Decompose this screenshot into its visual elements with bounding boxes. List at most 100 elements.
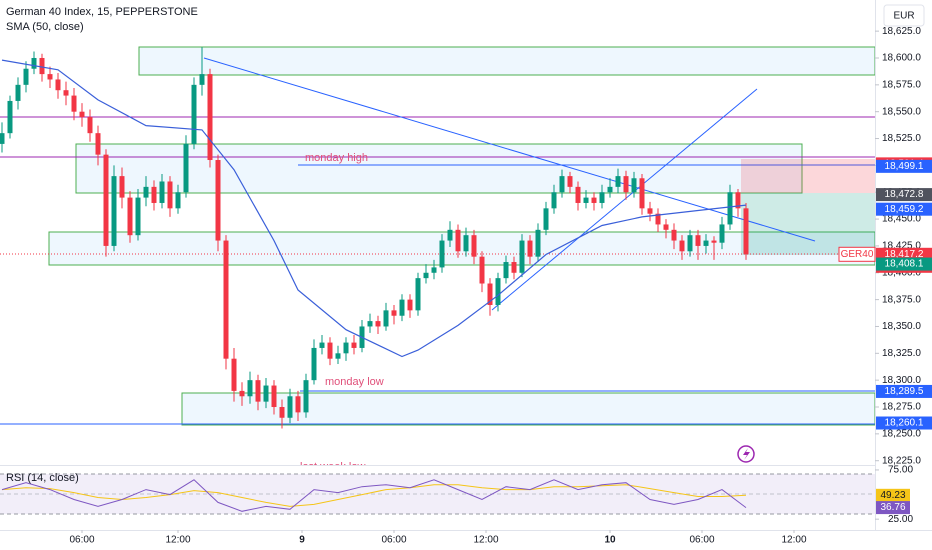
price-label-box	[876, 159, 932, 173]
candle-body	[519, 240, 525, 273]
candle-body	[727, 192, 733, 225]
candle-body	[311, 347, 317, 381]
x-tick-label: 06:00	[689, 535, 714, 546]
currency[interactable]: EUR	[893, 11, 914, 22]
candle-body	[71, 95, 77, 112]
symbol-box	[838, 246, 876, 262]
price-label-box	[876, 257, 932, 271]
candle-body	[47, 74, 53, 80]
rsi-tick-label: 25.00	[888, 514, 913, 525]
price-label: 18,472.8	[885, 189, 924, 200]
currency-box[interactable]	[883, 4, 925, 27]
annotation: monday low	[325, 376, 384, 388]
rsi-line	[1, 479, 747, 512]
price-label-box	[876, 202, 932, 216]
candle-body	[255, 380, 261, 402]
candle-body	[287, 396, 293, 418]
event-icon[interactable]	[737, 445, 755, 463]
x-tick-label: 9	[299, 535, 305, 546]
x-tick-label: 12:00	[165, 535, 190, 546]
candle-body	[431, 267, 437, 273]
candle-body	[39, 57, 45, 75]
candle-body	[407, 299, 413, 311]
drawings	[0, 46, 875, 426]
target-zone	[741, 193, 875, 255]
candle-body	[663, 224, 669, 230]
candle-body	[423, 272, 429, 279]
candle-body	[543, 208, 549, 230]
rsi-label: 49.23	[880, 490, 905, 501]
rsi-label: 36.76	[880, 502, 905, 513]
candle-body	[55, 79, 61, 91]
candle-body	[151, 186, 157, 203]
y-tick-label: 18,350.0	[882, 321, 921, 332]
event-icon-bolt	[743, 448, 750, 460]
candle-body	[23, 68, 29, 85]
candle-body	[383, 310, 389, 327]
rsi-ma-line	[1, 484, 747, 507]
candle-body	[535, 229, 541, 257]
candle-body	[503, 262, 509, 279]
annotation: monday high	[305, 152, 368, 164]
candle-body	[463, 235, 469, 252]
candle-body	[183, 143, 189, 193]
candle-body	[319, 342, 325, 348]
sma-line	[1, 59, 747, 358]
candle-body	[111, 176, 117, 246]
candle-body	[399, 299, 405, 316]
price-label: 18,408.1	[885, 259, 924, 270]
stop-zone	[741, 159, 875, 193]
candle-body	[415, 278, 421, 311]
price-label-box	[876, 416, 932, 430]
price-axis	[875, 0, 932, 550]
y-tick-label: 18,450.0	[882, 214, 921, 225]
candle-body	[735, 192, 741, 209]
candle-body	[695, 235, 701, 246]
candle-body	[167, 181, 173, 209]
candle-body	[127, 197, 133, 236]
y-tick-label: 18,225.0	[882, 455, 921, 466]
candle-body	[223, 240, 229, 359]
candle-body	[471, 235, 477, 257]
candle-body	[711, 240, 717, 243]
candle-body	[511, 262, 517, 273]
rsi-lines	[1, 479, 747, 512]
candle-body	[639, 178, 645, 209]
candle-body	[679, 240, 685, 252]
candle-body	[351, 342, 357, 348]
y-tick-label: 18,525.0	[882, 133, 921, 144]
x-tick-label: 06:00	[381, 535, 406, 546]
candle-body	[559, 176, 565, 193]
candle-body	[0, 133, 5, 144]
candle-body	[95, 133, 101, 155]
price-label: 18,459.2	[885, 204, 924, 215]
trend-line	[491, 88, 758, 311]
candle-body	[231, 358, 237, 391]
candle-body	[103, 154, 109, 246]
zone	[138, 46, 875, 76]
candle-body	[143, 186, 149, 198]
rsi-label-box	[876, 488, 910, 502]
candle-body	[623, 176, 629, 193]
rsi-label-box	[876, 501, 910, 515]
candle-body	[567, 176, 573, 187]
candle-body	[271, 385, 277, 408]
candles	[0, 47, 749, 429]
candle-body	[199, 74, 205, 85]
candle-body	[79, 111, 85, 118]
candle-body	[135, 197, 141, 236]
candle-body	[703, 240, 709, 246]
candle-body	[551, 192, 557, 209]
x-tick-label: 12:00	[781, 535, 806, 546]
y-tick-label: 18,425.0	[882, 241, 921, 252]
candle-body	[207, 74, 213, 161]
candle-body	[87, 117, 93, 134]
candle-body	[7, 100, 13, 134]
candle-body	[63, 90, 69, 96]
candle-body	[439, 240, 445, 268]
candle-body	[375, 321, 381, 327]
candle-body	[591, 197, 597, 203]
candle-body	[391, 310, 397, 316]
